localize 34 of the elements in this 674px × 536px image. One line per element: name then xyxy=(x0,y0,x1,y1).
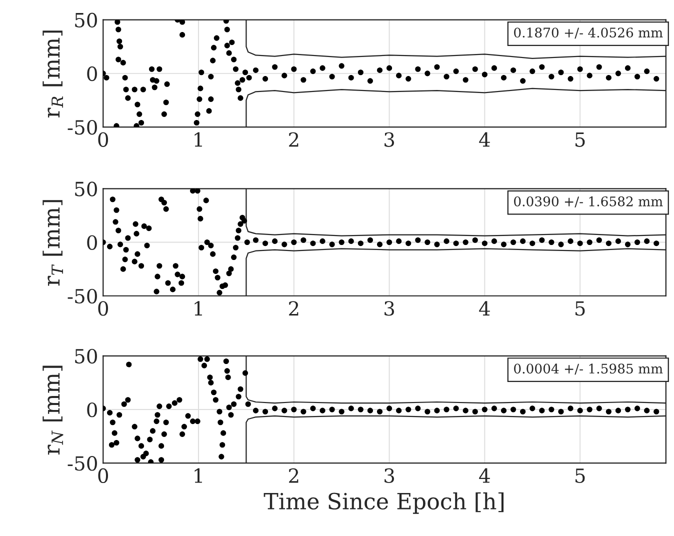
x-tick-label: 0 xyxy=(98,132,108,147)
annotation: 0.0004 +/- 1.5985 mm xyxy=(514,364,663,375)
y-tick-label: 0 xyxy=(87,402,97,418)
y-axis-title: r$_{N}$ [mm] xyxy=(42,366,64,455)
x-tick-label: 4 xyxy=(479,132,490,147)
x-tick-label: 5 xyxy=(576,468,585,484)
y-tick-label: 0 xyxy=(87,66,97,82)
x-tick-label: 2 xyxy=(289,132,298,147)
x-axis-title: Time Since Epoch [h] xyxy=(264,492,504,514)
x-tick-label: 5 xyxy=(576,132,585,147)
y-tick-label: -50 xyxy=(68,120,97,135)
x-tick-label: 3 xyxy=(384,301,394,316)
x-tick-label: 1 xyxy=(194,132,202,147)
x-tick-label: 4 xyxy=(479,468,490,483)
y-axis-title: r$_{R}$ [mm] xyxy=(42,30,64,118)
y-tick-label: 50 xyxy=(75,348,97,364)
y-tick-label: 50 xyxy=(75,12,97,28)
x-tick-label: 0 xyxy=(98,468,108,484)
annotation: 0.1870 +/- 4.0526 mm xyxy=(514,28,663,39)
x-tick-label: 1 xyxy=(194,301,202,316)
x-tick-label: 3 xyxy=(384,468,394,484)
x-tick-label: 0 xyxy=(98,301,108,316)
x-tick-label: 1 xyxy=(194,468,202,483)
y-axis-title: r$_{T}$ [mm] xyxy=(42,200,64,286)
x-tick-label: 4 xyxy=(479,301,490,316)
x-tick-label: 3 xyxy=(384,132,394,147)
y-tick-label: -50 xyxy=(68,456,97,471)
x-tick-label: 2 xyxy=(289,301,298,316)
y-tick-label: -50 xyxy=(68,288,97,304)
x-tick-label: 5 xyxy=(576,301,585,316)
y-tick-label: 0 xyxy=(87,235,97,250)
annotation: 0.0390 +/- 1.6582 mm xyxy=(514,196,663,208)
y-tick-label: 50 xyxy=(75,182,97,196)
x-tick-label: 2 xyxy=(289,468,298,483)
